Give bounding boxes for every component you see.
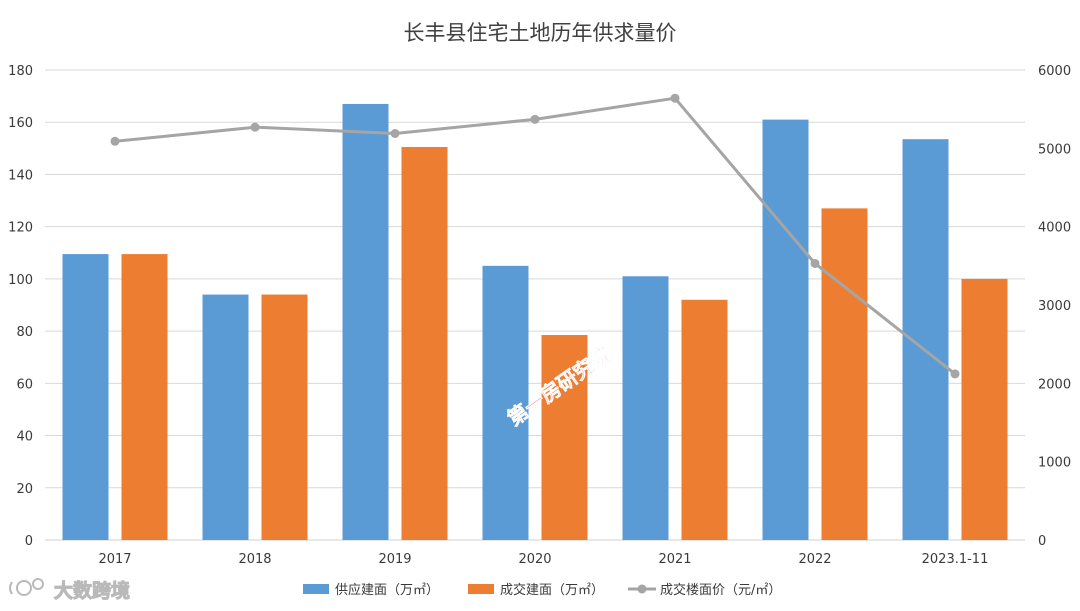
price-point-2023.1-11 bbox=[950, 369, 960, 379]
y-left-axis: 0 20 40 60 80 100 120 140 160 180 bbox=[8, 64, 33, 549]
y-left-tick-label: 20 bbox=[16, 482, 33, 497]
line-series bbox=[110, 93, 960, 379]
legend-label-2: 成交楼面价（元/㎡） bbox=[660, 582, 781, 598]
y-right-tick-label: 6000 bbox=[1038, 64, 1071, 79]
x-tick-label: 2021 bbox=[658, 552, 691, 567]
grid-lines bbox=[45, 69, 1025, 541]
bar-deal-2022 bbox=[821, 208, 868, 540]
y-right-tick-label: 4000 bbox=[1038, 221, 1071, 236]
brand-logo: 大数跨境 bbox=[9, 578, 131, 603]
y-left-tick-label: 180 bbox=[8, 64, 33, 79]
price-point-2020 bbox=[530, 114, 540, 124]
bar-supply-2020 bbox=[482, 265, 529, 540]
legend-swatch-1 bbox=[468, 584, 494, 594]
price-point-2019 bbox=[390, 128, 400, 138]
y-left-tick-label: 60 bbox=[16, 377, 33, 392]
bar-supply-2017 bbox=[62, 254, 109, 541]
y-left-tick-label: 100 bbox=[8, 273, 33, 288]
price-point-2017 bbox=[110, 136, 120, 146]
bar-supply-2021 bbox=[622, 276, 669, 540]
x-tick-label: 2017 bbox=[98, 552, 131, 567]
y-left-tick-label: 80 bbox=[16, 325, 33, 340]
bar-supply-2022 bbox=[762, 119, 809, 540]
brand-icon bbox=[9, 578, 44, 596]
y-left-tick-label: 40 bbox=[16, 430, 33, 445]
y-right-tick-label: 0 bbox=[1038, 534, 1046, 549]
price-point-2022 bbox=[810, 258, 820, 268]
bar-deal-2017 bbox=[121, 254, 168, 541]
bar-deal-2018 bbox=[261, 294, 308, 540]
price-point-2021 bbox=[670, 93, 680, 103]
y-right-axis: 0 1000 2000 3000 4000 5000 6000 bbox=[1038, 64, 1071, 549]
x-tick-label: 2020 bbox=[518, 552, 551, 567]
bar-supply-2019 bbox=[342, 103, 389, 540]
x-tick-label: 2022 bbox=[798, 552, 831, 567]
y-right-tick-label: 5000 bbox=[1038, 142, 1071, 157]
brand-name: 大数跨境 bbox=[54, 579, 130, 602]
legend-swatch-marker bbox=[637, 584, 647, 594]
legend-swatch-0 bbox=[303, 584, 329, 594]
y-left-tick-label: 120 bbox=[8, 221, 33, 236]
x-tick-label: 2018 bbox=[238, 552, 271, 567]
y-left-tick-label: 160 bbox=[8, 116, 33, 131]
y-right-tick-label: 2000 bbox=[1038, 377, 1071, 392]
bar-supply-2018 bbox=[202, 294, 249, 540]
legend-label-1: 成交建面（万㎡） bbox=[500, 582, 604, 598]
bar-deal-2020 bbox=[541, 335, 588, 540]
bar-deal-2021 bbox=[681, 299, 728, 540]
y-left-tick-label: 0 bbox=[25, 534, 33, 549]
x-axis: 2017 2018 2019 2020 2021 2022 2023.1-11 bbox=[98, 552, 988, 567]
bar-deal-2023.1-11 bbox=[961, 278, 1008, 540]
x-tick-label: 2019 bbox=[378, 552, 411, 567]
y-right-tick-label: 3000 bbox=[1038, 299, 1071, 314]
x-tick-label: 2023.1-11 bbox=[922, 552, 989, 567]
chart-title: 长丰县住宅土地历年供求量价 bbox=[404, 21, 677, 45]
legend-label-0: 供应建面（万㎡） bbox=[335, 582, 439, 598]
price-point-2018 bbox=[250, 122, 260, 132]
legend: 供应建面（万㎡） 成交建面（万㎡） 成交楼面价（元/㎡） bbox=[303, 582, 781, 598]
bar-series bbox=[62, 103, 1008, 541]
y-left-tick-label: 140 bbox=[8, 168, 33, 183]
y-right-tick-label: 1000 bbox=[1038, 456, 1071, 471]
bar-deal-2019 bbox=[401, 147, 448, 540]
